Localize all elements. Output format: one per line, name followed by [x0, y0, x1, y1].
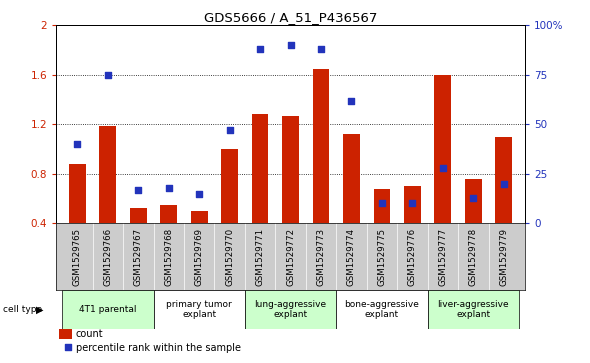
Point — [73, 141, 82, 147]
Point — [499, 181, 509, 187]
Bar — [336, 290, 428, 329]
Point — [133, 187, 143, 192]
Bar — [160, 205, 177, 223]
Point — [103, 72, 113, 78]
Text: ▶: ▶ — [37, 305, 44, 314]
Point — [63, 344, 73, 350]
Bar — [373, 189, 391, 223]
Text: GSM1529777: GSM1529777 — [438, 228, 447, 286]
Point — [438, 165, 448, 171]
Text: count: count — [76, 329, 103, 339]
Point — [377, 200, 386, 206]
Text: liver-aggressive
explant: liver-aggressive explant — [438, 300, 509, 319]
Bar — [130, 208, 147, 223]
Text: cell type: cell type — [3, 305, 42, 314]
Bar — [69, 164, 86, 223]
Text: GSM1529773: GSM1529773 — [316, 228, 326, 286]
Text: GSM1529765: GSM1529765 — [73, 228, 82, 286]
Bar — [428, 290, 519, 329]
Text: GSM1529770: GSM1529770 — [225, 228, 234, 286]
Point — [468, 195, 478, 200]
Text: GSM1529778: GSM1529778 — [469, 228, 478, 286]
Bar — [496, 137, 512, 223]
Text: GSM1529772: GSM1529772 — [286, 228, 295, 286]
Bar — [62, 290, 153, 329]
Text: GSM1529771: GSM1529771 — [255, 228, 265, 286]
Text: GSM1529768: GSM1529768 — [164, 228, 173, 286]
Point — [316, 46, 326, 52]
Bar — [252, 114, 268, 223]
Text: primary tumor
explant: primary tumor explant — [166, 300, 232, 319]
Text: bone-aggressive
explant: bone-aggressive explant — [345, 300, 419, 319]
Bar — [191, 211, 208, 223]
Text: GSM1529776: GSM1529776 — [408, 228, 417, 286]
Text: GSM1529779: GSM1529779 — [499, 228, 508, 286]
Bar — [221, 149, 238, 223]
Text: GSM1529767: GSM1529767 — [134, 228, 143, 286]
Point — [408, 200, 417, 206]
Point — [164, 185, 173, 191]
Text: GSM1529774: GSM1529774 — [347, 228, 356, 286]
Bar — [153, 290, 245, 329]
Text: GSM1529769: GSM1529769 — [195, 228, 204, 286]
Bar — [245, 290, 336, 329]
Point — [347, 98, 356, 103]
Title: GDS5666 / A_51_P436567: GDS5666 / A_51_P436567 — [204, 11, 377, 24]
Bar — [313, 69, 329, 223]
Text: percentile rank within the sample: percentile rank within the sample — [76, 343, 241, 354]
Text: 4T1 parental: 4T1 parental — [79, 305, 136, 314]
Text: GSM1529766: GSM1529766 — [103, 228, 112, 286]
Text: GSM1529775: GSM1529775 — [378, 228, 386, 286]
Point — [255, 46, 265, 52]
Bar — [282, 116, 299, 223]
Bar — [465, 179, 481, 223]
Bar — [434, 75, 451, 223]
Text: lung-aggressive
explant: lung-aggressive explant — [254, 300, 327, 319]
Bar — [343, 134, 360, 223]
Bar — [100, 126, 116, 223]
Point — [286, 42, 296, 48]
Point — [225, 127, 234, 133]
Point — [195, 191, 204, 196]
Bar — [404, 186, 421, 223]
